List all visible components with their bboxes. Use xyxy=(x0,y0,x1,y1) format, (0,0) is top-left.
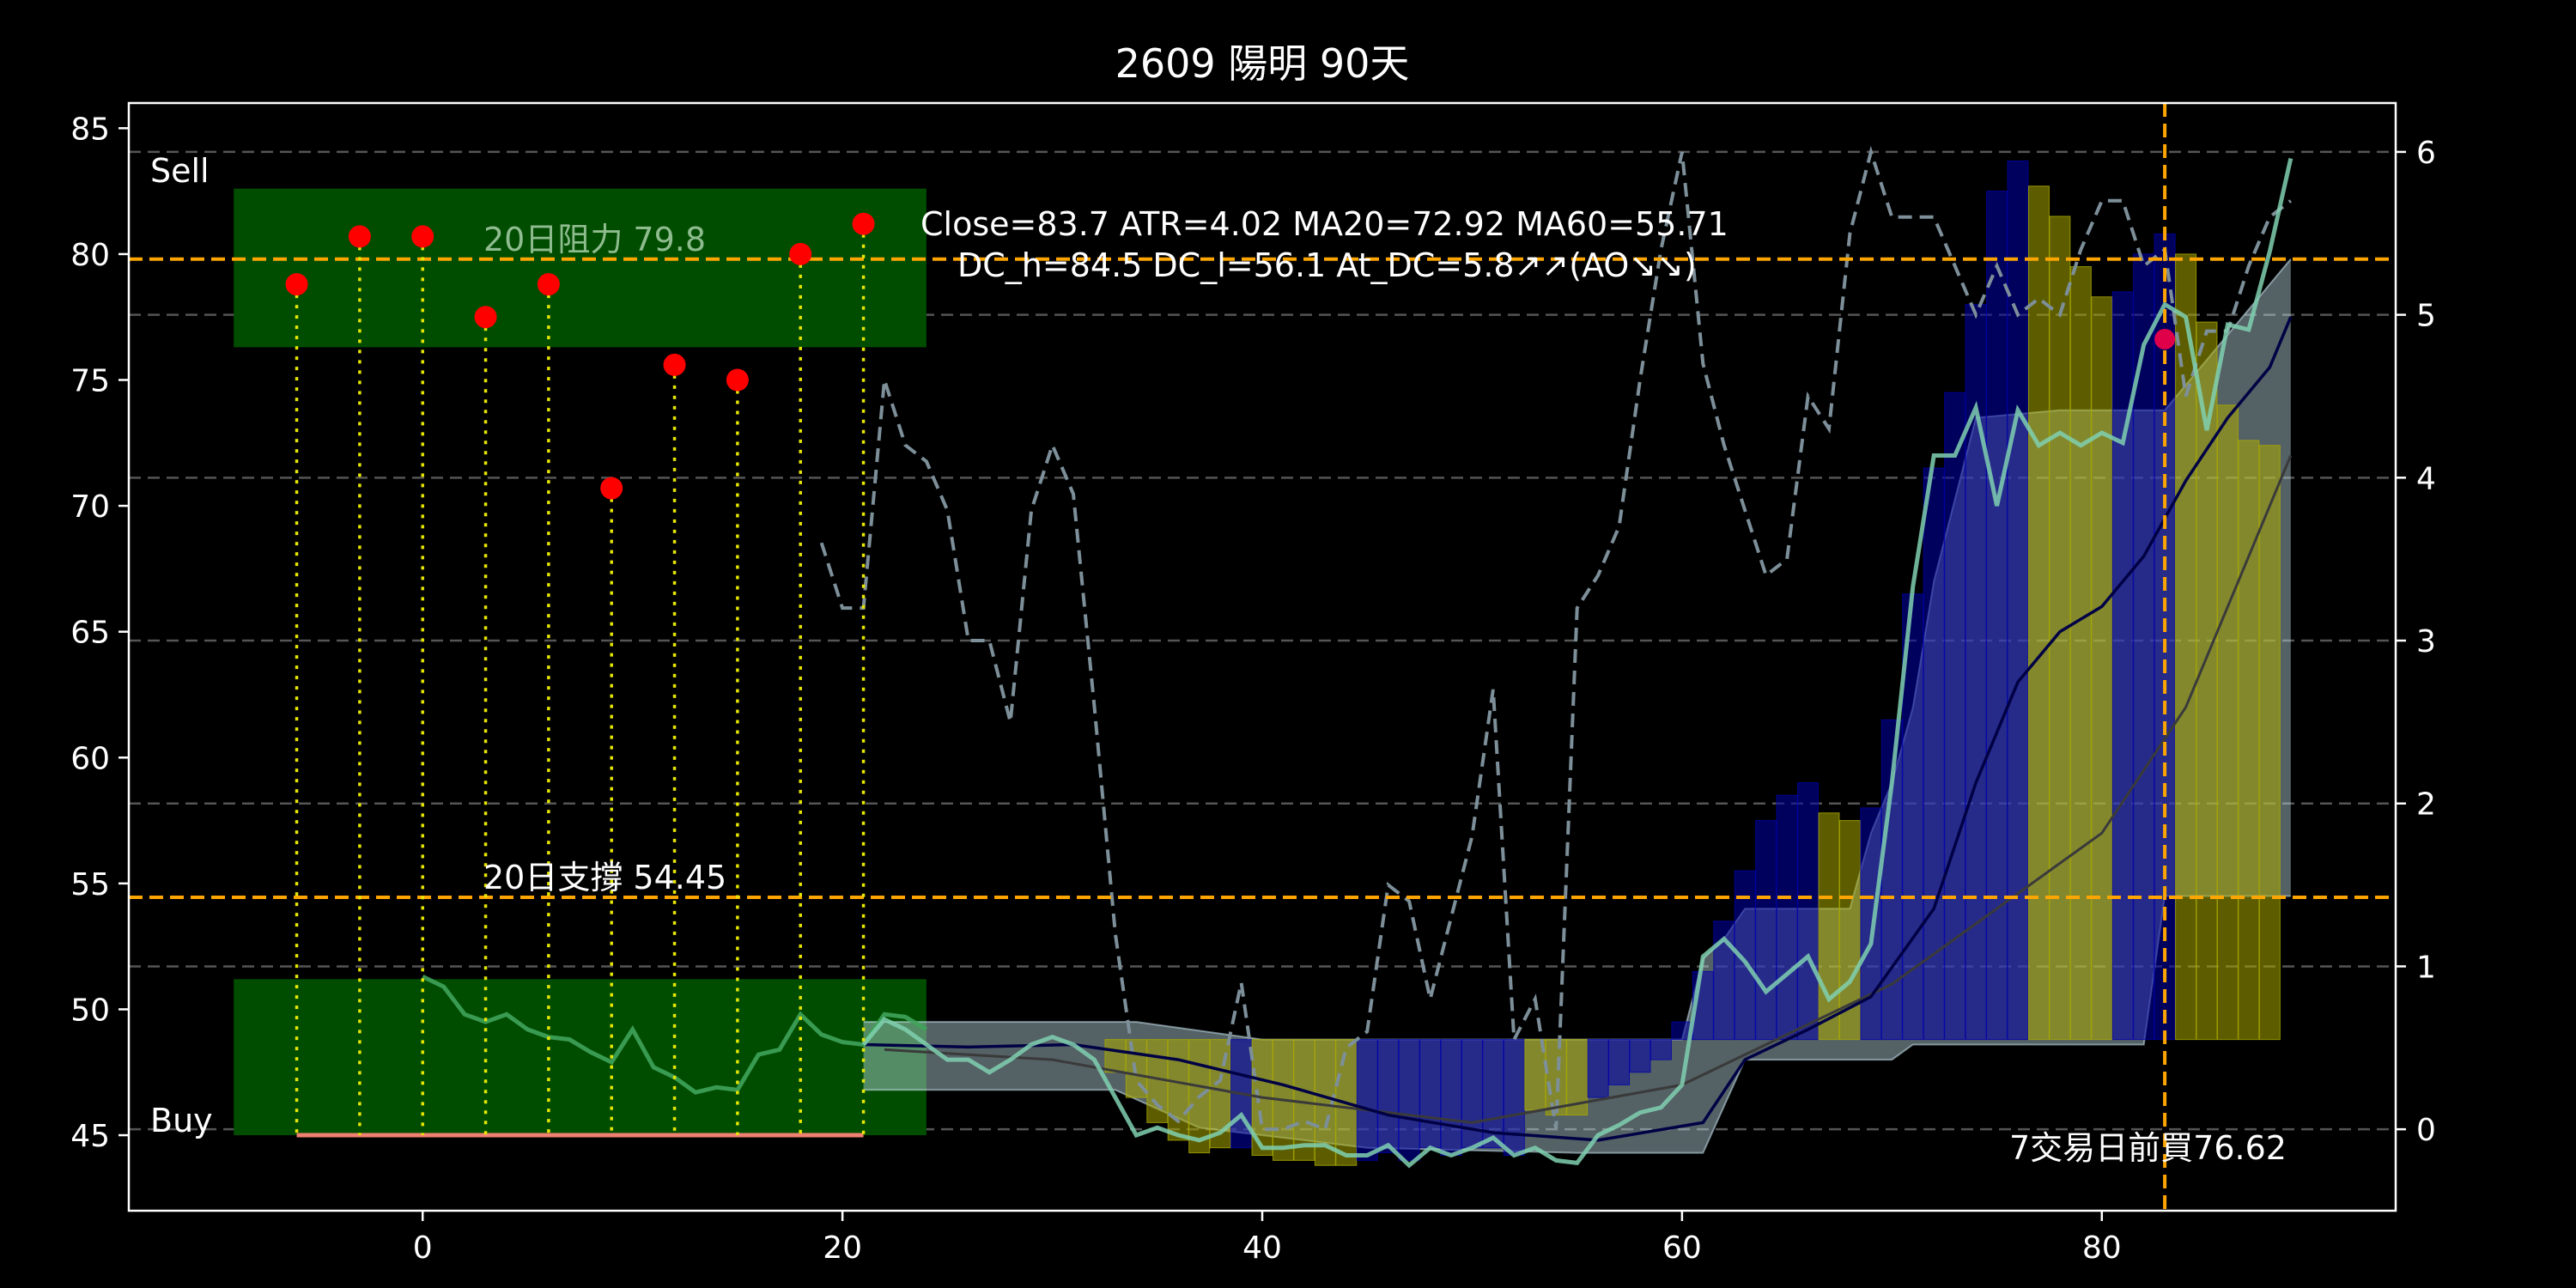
sell-point xyxy=(474,306,497,329)
band-blue xyxy=(1419,1039,1442,1149)
band-blue xyxy=(1755,820,1777,1041)
x-tick-label: 0 xyxy=(413,1230,433,1266)
band-yellow xyxy=(1167,1039,1189,1141)
y2-tick-label: 4 xyxy=(2416,461,2436,496)
sell-label: Sell xyxy=(150,152,210,190)
x-tick-label: 20 xyxy=(823,1230,862,1266)
y-tick-label: 45 xyxy=(70,1119,110,1154)
sell-point xyxy=(600,477,623,500)
plot-area: Sell Buy 20日阻力 79.8 20日支撐 54.45 Close=83.7 A… xyxy=(129,103,2396,1211)
labels-layer: Sell Buy 20日阻力 79.8 20日支撐 54.45 Close=83.7 A… xyxy=(150,152,2287,1167)
band-yellow xyxy=(1104,1039,1127,1073)
band-yellow xyxy=(2238,440,2260,1041)
x-tick-label: 40 xyxy=(1242,1230,1282,1266)
band-yellow xyxy=(2027,185,2050,1041)
band-blue xyxy=(1797,782,1820,1041)
chart-title: 2609 陽明 90天 xyxy=(1115,40,1410,87)
y2-tick-label: 2 xyxy=(2416,787,2436,823)
band-blue xyxy=(2007,160,2029,1041)
zones-layer xyxy=(234,188,927,1136)
close-line xyxy=(861,157,2293,1169)
sell-point xyxy=(663,353,686,376)
y-tick-label: 60 xyxy=(70,741,110,776)
y2-tick-label: 1 xyxy=(2416,950,2436,985)
y-tick-label: 50 xyxy=(70,993,110,1028)
band-blue xyxy=(1649,1039,1672,1060)
band-yellow xyxy=(2258,445,2281,1041)
band-blue xyxy=(1440,1039,1462,1156)
sell-point xyxy=(537,273,560,296)
band-yellow xyxy=(1293,1039,1315,1161)
markers-layer xyxy=(285,212,2176,1138)
sell-zone xyxy=(234,188,927,348)
y-tick-label: 70 xyxy=(70,489,110,525)
y2-tick-label: 0 xyxy=(2416,1113,2436,1148)
sell-point xyxy=(726,368,749,392)
y2-tick-label: 3 xyxy=(2416,624,2436,659)
band-blue xyxy=(1629,1039,1651,1073)
band-blue xyxy=(1776,794,1798,1041)
band-blue xyxy=(1398,1039,1420,1161)
y-tick-label: 55 xyxy=(70,867,110,902)
y-tick-label: 80 xyxy=(70,238,110,273)
buy-marker xyxy=(2154,329,2176,350)
band-yellow xyxy=(2069,266,2092,1041)
x-tick-label: 60 xyxy=(1662,1230,1702,1266)
buy-label: Buy xyxy=(150,1102,213,1139)
sell-point xyxy=(789,242,812,265)
sell-point xyxy=(348,225,371,248)
band-blue xyxy=(1377,1039,1400,1154)
y-tick-label: 85 xyxy=(70,112,110,147)
resistance-label: 20日阻力 79.8 xyxy=(483,221,706,258)
y2-tick-label: 5 xyxy=(2416,299,2436,334)
band-yellow xyxy=(1818,812,1840,1041)
info-line-1: Close=83.7 ATR=4.02 MA20=72.92 MA60=55.7… xyxy=(920,205,1728,243)
band-blue xyxy=(1587,1039,1609,1098)
y2-tick-label: 6 xyxy=(2416,136,2436,171)
levels-layer xyxy=(129,103,2396,1211)
sell-point xyxy=(285,273,308,296)
y-tick-label: 65 xyxy=(70,616,110,651)
band-blue xyxy=(1356,1039,1378,1161)
sell-point xyxy=(852,212,875,235)
support-label: 20日支撐 54.45 xyxy=(483,859,726,896)
band-yellow xyxy=(2216,404,2239,1041)
band-blue xyxy=(1860,807,1882,1041)
y-tick-label: 75 xyxy=(70,364,110,399)
buy-note: 7交易日前買76.62 xyxy=(2009,1129,2287,1167)
buy-zone xyxy=(234,979,927,1136)
band-yellow xyxy=(2091,296,2113,1041)
band-blue xyxy=(1608,1039,1631,1085)
ao-indicator-line xyxy=(819,145,2293,1132)
x-tick-label: 80 xyxy=(2082,1230,2122,1266)
band-blue xyxy=(1503,1039,1525,1156)
info-line-2: DC_h=84.5 DC_l=56.1 At_DC=5.8↗↗(AO↘↘) xyxy=(957,246,1697,284)
sell-point xyxy=(411,225,434,248)
